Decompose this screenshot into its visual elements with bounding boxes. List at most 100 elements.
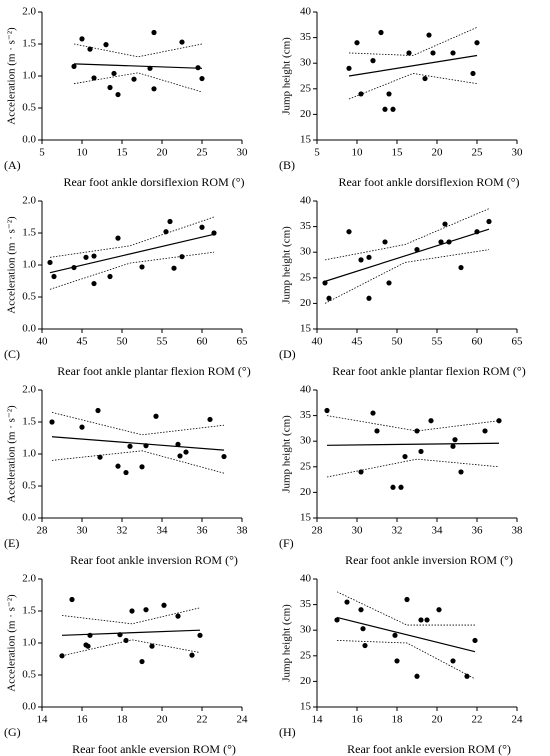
point <box>179 254 185 260</box>
point <box>450 443 456 449</box>
point <box>354 40 360 46</box>
x-tick-label: 25 <box>197 147 209 159</box>
point <box>71 264 77 271</box>
x-axis-title: Rear foot ankle plantar flexion ROM (°) <box>332 364 525 378</box>
x-tick-label: 45 <box>77 336 89 348</box>
point <box>153 413 159 419</box>
x-tick-label: 14 <box>312 714 324 726</box>
point <box>334 617 340 623</box>
panel-label: (D) <box>279 347 296 361</box>
y-tick-label: 20 <box>300 297 312 309</box>
point <box>386 280 392 286</box>
x-tick-label: 22 <box>472 714 483 726</box>
x-tick-label: 22 <box>197 714 208 726</box>
ci-upper <box>336 591 475 626</box>
point <box>211 230 217 236</box>
x-tick-label: 38 <box>237 525 249 537</box>
ci-lower <box>336 640 476 680</box>
point <box>326 295 332 301</box>
point <box>370 410 376 416</box>
fit-line <box>61 629 201 636</box>
point <box>358 469 364 475</box>
y-tick-label: 1.5 <box>22 227 36 239</box>
ci-upper <box>326 415 500 432</box>
point <box>452 437 458 443</box>
point <box>450 50 456 56</box>
point <box>115 235 121 241</box>
x-tick-label: 15 <box>392 147 404 159</box>
point <box>486 218 492 225</box>
point <box>107 84 113 91</box>
point <box>414 673 420 679</box>
y-tick-label: 40 <box>300 384 312 396</box>
y-tick-label: 30 <box>300 435 312 447</box>
x-axis-title: Rear foot ankle inversion ROM (°) <box>345 553 513 567</box>
x-tick-label: 30 <box>77 525 89 537</box>
point <box>91 280 97 287</box>
y-tick-label: 0.5 <box>22 669 36 681</box>
y-tick-label: 0.0 <box>22 323 36 335</box>
y-tick-label: 0.5 <box>22 102 36 114</box>
x-tick-label: 20 <box>432 714 444 726</box>
y-tick-label: 2.0 <box>22 6 36 18</box>
x-tick-label: 34 <box>157 525 169 537</box>
point <box>103 42 109 48</box>
ci-upper <box>51 412 225 436</box>
x-axis-title: Rear foot ankle inversion ROM (°) <box>70 553 238 567</box>
x-tick-label: 55 <box>432 336 444 348</box>
point <box>324 407 330 414</box>
point <box>91 75 97 81</box>
point <box>123 469 129 476</box>
point <box>161 602 167 608</box>
y-axis-title: Jump height (cm) <box>281 415 293 493</box>
point <box>167 218 173 225</box>
point <box>470 70 476 77</box>
point <box>147 65 153 71</box>
point <box>394 658 400 664</box>
x-tick-label: 50 <box>392 336 404 348</box>
y-tick-label: 1.0 <box>22 448 36 460</box>
point <box>87 46 93 52</box>
y-tick-label: 30 <box>300 246 312 258</box>
y-tick-label: 30 <box>300 57 312 69</box>
point <box>430 50 436 56</box>
point <box>183 449 189 455</box>
panel-label: (C) <box>4 347 20 361</box>
x-tick-label: 38 <box>512 525 524 537</box>
point <box>139 658 145 665</box>
panel-label: (B) <box>279 158 295 172</box>
point <box>458 264 464 271</box>
x-tick-label: 15 <box>117 147 129 159</box>
point <box>404 596 410 603</box>
point <box>163 229 169 235</box>
point <box>151 29 157 36</box>
point <box>428 418 434 424</box>
point <box>346 65 352 71</box>
point <box>83 254 89 260</box>
point <box>107 273 113 280</box>
y-axis-title: Jump height (cm) <box>281 604 293 682</box>
y-tick-label: 0.0 <box>22 512 36 524</box>
point <box>472 637 478 644</box>
point <box>199 75 205 82</box>
point <box>358 91 364 97</box>
point <box>358 607 364 613</box>
point <box>71 63 77 69</box>
y-tick-label: 15 <box>300 323 312 335</box>
point <box>221 453 227 460</box>
fit-line <box>348 54 478 77</box>
y-axis-title: Acceleration (m · s⁻²) <box>6 594 18 692</box>
x-tick-label: 65 <box>512 336 524 348</box>
ci-lower <box>324 249 490 304</box>
y-tick-label: 20 <box>300 108 312 120</box>
x-axis-title: Rear foot ankle dorsiflexion ROM (°) <box>338 175 519 189</box>
panel-label: (E) <box>4 536 19 550</box>
fit-line <box>326 442 500 446</box>
point <box>392 632 398 638</box>
x-tick-label: 24 <box>237 714 249 726</box>
point <box>426 32 432 38</box>
y-axis-title: Acceleration (m · s⁻²) <box>6 27 18 125</box>
ci-upper <box>73 43 203 58</box>
y-tick-label: 35 <box>300 598 312 610</box>
point <box>414 247 420 253</box>
